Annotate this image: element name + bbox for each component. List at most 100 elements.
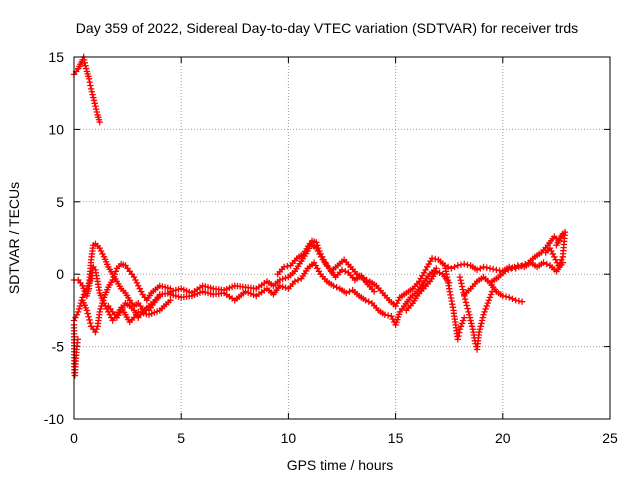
data-point xyxy=(501,268,509,275)
data-point xyxy=(461,295,469,303)
data-point xyxy=(478,320,485,327)
data-point xyxy=(282,274,289,282)
data-point xyxy=(92,103,99,110)
data-point xyxy=(514,262,522,269)
series-line xyxy=(545,229,566,267)
data-point xyxy=(476,326,484,333)
data-point xyxy=(484,299,491,307)
x-tick-label: 15 xyxy=(388,430,404,446)
data-point xyxy=(276,276,284,284)
series-loop-end xyxy=(461,273,526,305)
data-point xyxy=(109,276,116,284)
data-point xyxy=(456,273,464,281)
data-point xyxy=(454,336,461,343)
grid xyxy=(74,57,610,419)
data-point xyxy=(508,265,515,272)
series-arc-d xyxy=(105,292,163,321)
data-point xyxy=(93,108,101,116)
series-arc-c xyxy=(79,260,174,336)
series-tail-end xyxy=(542,229,569,269)
data-point xyxy=(540,259,547,266)
series-band-lower-2 xyxy=(403,268,453,314)
data-point xyxy=(517,263,525,270)
data-point xyxy=(75,305,83,313)
data-point xyxy=(457,261,465,268)
data-point xyxy=(552,256,559,263)
data-point xyxy=(370,288,378,295)
data-point xyxy=(333,284,340,291)
data-point xyxy=(461,260,468,268)
data-point xyxy=(515,297,523,305)
series-drop-a xyxy=(441,262,468,343)
series-drop-b xyxy=(456,273,496,353)
x-axis-label: GPS time / hours xyxy=(287,457,394,473)
data-point xyxy=(388,312,395,320)
data-point xyxy=(91,100,98,107)
data-point xyxy=(74,336,82,343)
data-point xyxy=(432,255,439,263)
data-point xyxy=(86,316,93,324)
data-point xyxy=(461,314,468,321)
y-tick-label: 5 xyxy=(56,194,64,210)
data-point xyxy=(478,317,486,324)
data-point xyxy=(99,299,106,307)
data-point xyxy=(504,266,512,274)
data-point xyxy=(346,288,353,295)
data-point xyxy=(279,283,286,290)
data-point xyxy=(464,305,471,312)
data-point xyxy=(457,277,464,284)
data-point xyxy=(454,262,461,269)
plot-frame xyxy=(73,56,611,420)
data-point xyxy=(96,244,103,252)
data-point xyxy=(85,75,93,82)
data-point xyxy=(282,284,289,291)
data-point xyxy=(506,294,513,301)
data-point xyxy=(338,266,346,274)
data-point xyxy=(487,291,495,298)
series-line xyxy=(491,261,564,282)
data-point xyxy=(551,253,558,261)
data-point xyxy=(130,273,138,281)
data-point xyxy=(479,314,486,321)
data-point xyxy=(84,310,91,317)
data-point xyxy=(381,311,389,318)
data-point xyxy=(465,308,472,316)
series-lower-right xyxy=(488,259,567,285)
data-point xyxy=(99,297,107,304)
data-point xyxy=(481,308,488,316)
data-point xyxy=(451,263,458,271)
data-point xyxy=(483,302,490,310)
data-point xyxy=(556,259,564,266)
data-point xyxy=(483,264,490,271)
data-point xyxy=(83,307,91,314)
data-point xyxy=(313,239,320,246)
data-point xyxy=(82,65,90,72)
data-point xyxy=(511,263,518,271)
data-point xyxy=(137,288,145,295)
data-point xyxy=(75,308,82,316)
data-point xyxy=(456,326,464,333)
data-point xyxy=(167,297,174,304)
data-point xyxy=(132,276,139,284)
data-point xyxy=(384,312,392,319)
data-point xyxy=(466,314,474,321)
data-point xyxy=(486,265,494,272)
data-point xyxy=(90,94,97,101)
data-point xyxy=(448,265,455,272)
data-point xyxy=(428,255,436,262)
data-point xyxy=(476,328,483,336)
data-point xyxy=(90,97,98,104)
series-early-low xyxy=(70,321,82,379)
data-point xyxy=(98,302,105,310)
data-point xyxy=(555,262,562,269)
data-point xyxy=(493,266,500,274)
data-point xyxy=(294,276,302,284)
data-point xyxy=(549,250,557,258)
data-point xyxy=(92,328,99,336)
data-point xyxy=(110,273,117,281)
data-point xyxy=(433,268,440,275)
data-point xyxy=(473,266,481,274)
data-point xyxy=(81,59,88,66)
data-point xyxy=(111,271,118,278)
